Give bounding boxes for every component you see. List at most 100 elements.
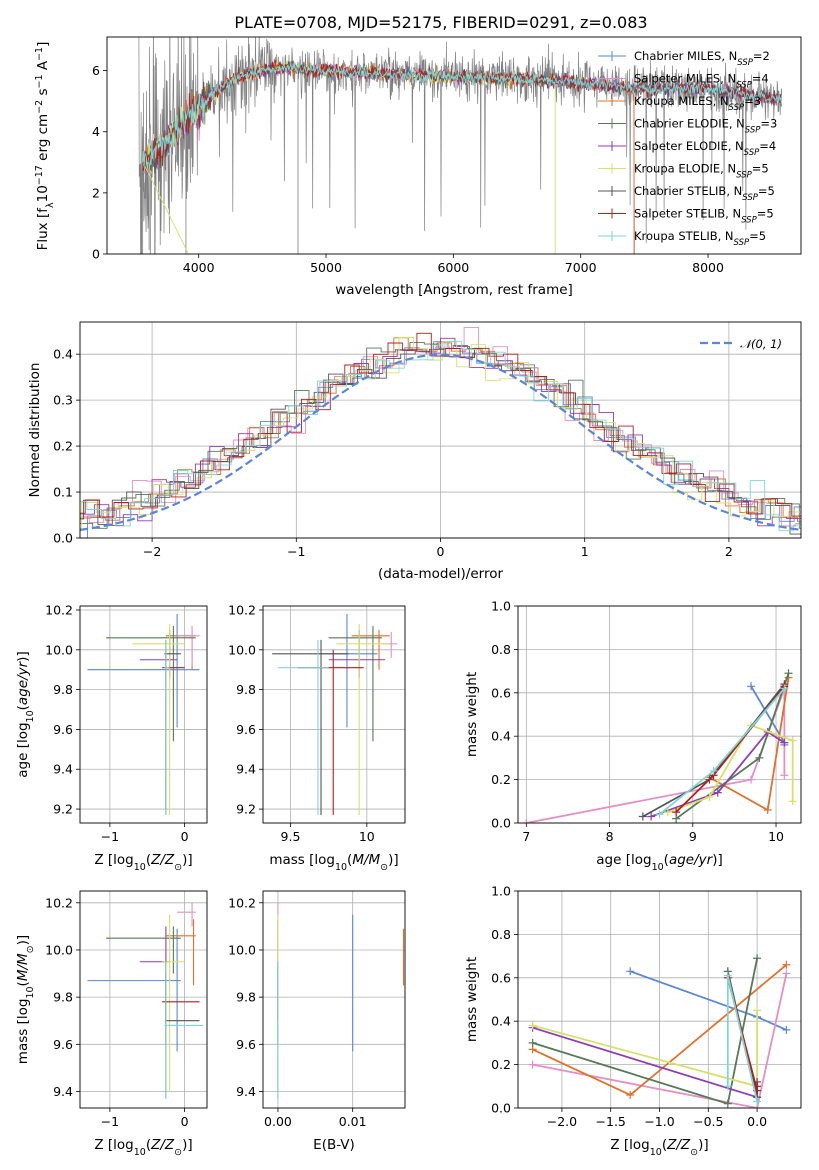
label-part: age/yr <box>669 852 714 868</box>
label-part: ⊙ <box>380 862 388 873</box>
y-tick-label: 9.6 <box>53 722 73 737</box>
y-tick-label: 9.4 <box>236 762 256 777</box>
label-part: −1 <box>34 47 45 61</box>
y-axis-label: age [log10(age/yr)] <box>15 651 36 777</box>
weight-marker <box>753 1006 762 1015</box>
axes-frame <box>79 890 208 1109</box>
weight-marker <box>528 1060 537 1069</box>
label-part: Z [log <box>94 1137 133 1153</box>
y-tick-label: 0.1 <box>53 485 73 500</box>
label-part: ( <box>664 852 669 868</box>
label-part: A <box>35 60 51 74</box>
x-axis-label: (data-model)/error <box>378 566 504 582</box>
weight-marker <box>713 788 722 797</box>
errorbar-point <box>351 629 390 670</box>
weight-marker <box>723 1082 732 1091</box>
weight-line <box>532 973 788 1108</box>
errorbar-group <box>87 613 200 816</box>
x-tick-label: 8 <box>606 829 614 844</box>
weight-marker <box>655 810 664 819</box>
legend-text: Chabrier MILES, N <box>634 49 737 63</box>
errorbar-point <box>177 625 200 666</box>
x-tick-label: −2 <box>143 544 161 559</box>
label-part: Z/Z <box>150 852 175 868</box>
legend-label: Chabrier ELODIE, NSSP=3 <box>634 117 777 136</box>
label-part: age/yr <box>15 660 31 705</box>
y-tick-label: 10.0 <box>228 642 256 657</box>
label-part: s <box>35 88 51 99</box>
legend-sub: SSP <box>745 126 761 136</box>
axes-residuals: −2 −1 0 1 2 0.0 0.1 0.2 0.3 0.4 <box>53 322 801 559</box>
y-tick-label: 0.0 <box>491 1101 511 1116</box>
x-tick-label: 9.5 <box>281 829 301 844</box>
legend-n: =5 <box>749 229 766 243</box>
label-part: )] <box>15 935 31 946</box>
weight-marker <box>672 808 681 817</box>
weight-marker <box>626 1090 635 1099</box>
y-tick-label: 0.4 <box>491 1014 511 1029</box>
x-axis-label: Z [log10(Z/Z⊙)] <box>94 1137 192 1158</box>
x-tick-label: −1 <box>101 829 119 844</box>
x-tick-label: 0.0 <box>747 1114 767 1129</box>
errorbar-point <box>336 623 390 816</box>
weight-marker <box>647 812 656 821</box>
label-part: 10 <box>134 862 146 873</box>
weight-marker <box>528 1021 537 1030</box>
legend-text: Kroupa MILES, N <box>634 94 729 108</box>
weight-marker <box>780 684 789 693</box>
legend-text: Kroupa ELODIE, N <box>634 162 736 176</box>
y-axis-label: mass weight <box>464 672 480 757</box>
legend-sub: SSP <box>744 148 760 158</box>
x-tick-label: −1 <box>101 1114 119 1129</box>
weight-marker <box>709 766 718 775</box>
x-tick-label: 10 <box>768 829 784 844</box>
legend-n: =5 <box>758 184 775 198</box>
y-tick-label: 9.4 <box>53 1084 73 1099</box>
x-tick-label: 1 <box>581 544 589 559</box>
y-tick-label: 9.8 <box>236 682 256 697</box>
label-part: 10 <box>35 185 51 202</box>
legend-text: Chabrier STELIB, N <box>634 184 742 198</box>
histogram-step <box>80 332 801 518</box>
weight-marker <box>763 805 772 814</box>
legend-text: Salpeter STELIB, N <box>634 207 741 221</box>
weight-marker <box>747 682 756 691</box>
y-tick-label: 9.6 <box>236 1037 256 1052</box>
y-tick-label: 10.2 <box>228 602 256 617</box>
label-part: )] <box>182 1137 193 1153</box>
weight-marker <box>788 797 797 806</box>
weight-series <box>528 954 762 1108</box>
label-part: M/M <box>15 953 31 981</box>
legend-label: Kroupa STELIB, NSSP=5 <box>634 229 766 248</box>
legend-label: Salpeter STELIB, NSSP=5 <box>634 207 774 226</box>
weight-marker <box>753 954 762 963</box>
y-tick-label: 0.4 <box>53 347 73 362</box>
y-tick-label: 10.0 <box>45 642 73 657</box>
legend-n: =5 <box>752 162 769 176</box>
weight-marker <box>782 1025 791 1034</box>
weight-marker <box>782 969 791 978</box>
legend-text: Kroupa STELIB, N <box>634 229 734 243</box>
label-part: )] <box>712 852 723 868</box>
errorbar-point <box>278 639 329 816</box>
legend-label: Kroupa ELODIE, NSSP=5 <box>634 162 769 181</box>
label-part: 10 <box>335 862 347 873</box>
y-tick-label: 0.0 <box>491 816 511 831</box>
label-part: 10 <box>652 862 664 873</box>
label-part: )] <box>388 852 399 868</box>
legend-sub: SSP <box>734 238 750 248</box>
weight-marker <box>705 792 714 801</box>
legend-sub: SSP <box>736 171 752 181</box>
y-tick-label: 0.6 <box>491 970 511 985</box>
x-axis-label: Z [log10(Z/Z⊙)] <box>610 1137 708 1158</box>
axes-frame <box>79 605 208 824</box>
y-tick-label: 10.0 <box>228 942 256 957</box>
x-tick-label: 2 <box>725 544 733 559</box>
label-part: −17 <box>34 165 45 185</box>
weight-marker <box>522 819 531 823</box>
x-tick-label: 0 <box>181 829 189 844</box>
label-part: ( <box>347 852 352 868</box>
y-tick-label: 0.2 <box>491 1057 511 1072</box>
label-part: erg cm <box>35 114 51 165</box>
y-axis-label: mass weight <box>464 957 480 1042</box>
